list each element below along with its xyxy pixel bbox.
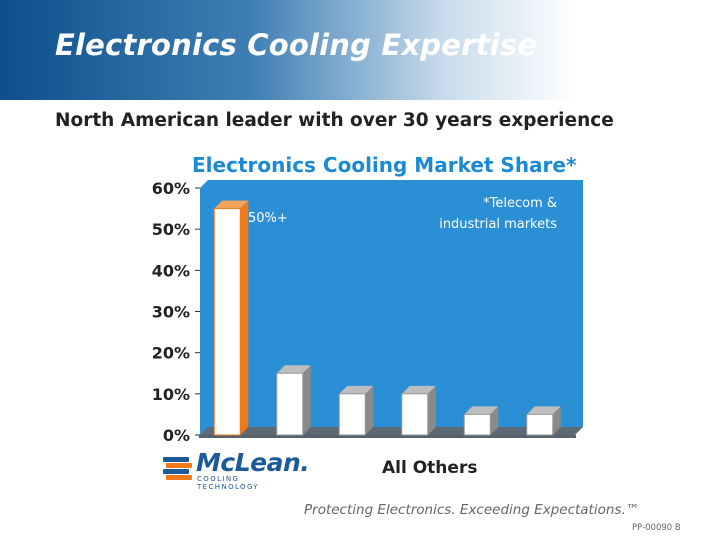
bar [213,208,241,436]
bar-top [526,406,561,415]
bar [526,413,554,436]
y-tick-label: 0% [163,426,190,445]
plot-floor [200,427,583,435]
x-axis-label: All Others [382,458,478,478]
y-tick-label: 50% [152,220,190,239]
y-tick-label: 40% [152,261,190,280]
bar-side [240,200,249,435]
logo-wordmark: McLean. [196,448,310,477]
y-tick-label: 10% [152,385,190,404]
y-tick-label: 20% [152,344,190,363]
slide-subtitle: North American leader with over 30 years… [55,110,614,131]
bar-top [464,406,499,415]
chart-title: Electronics Cooling Market Share* [192,153,577,177]
bar-side [302,365,311,435]
bar [463,413,491,436]
bar-annotation-label: 50%+ [248,211,288,226]
logo-mark-icon [163,457,192,480]
bar-top [401,385,436,394]
y-tick-label: 60% [152,180,190,198]
footer-tagline: Protecting Electronics. Exceeding Expect… [304,502,640,518]
bar [276,372,304,436]
header-band [0,0,720,100]
bar-side [490,406,499,435]
mclean-logo: McLean. COOLING TECHNOLOGY [162,448,310,491]
document-code: PP-00090 B [632,523,681,533]
footnote-line-1: *Telecom & [483,196,557,211]
bar-top [214,200,249,209]
plot-area [200,188,575,435]
logo-tagline: COOLING TECHNOLOGY [197,475,260,491]
bar-side [427,385,436,435]
footnote-line-2: industrial markets [439,217,557,232]
bar [401,393,429,436]
slide-title: Electronics Cooling Expertise [55,28,538,62]
bar-top [339,385,374,394]
y-tick-label: 30% [152,303,190,322]
bar-top [276,365,311,374]
market-share-chart: 0% 10% 20% 30% 40% 50% 60% 50%+ *Telecom & indust… [152,180,583,445]
bar-side [552,406,561,435]
bar [338,393,366,436]
plot-floor-edge [199,435,576,438]
bar-side [365,385,374,435]
